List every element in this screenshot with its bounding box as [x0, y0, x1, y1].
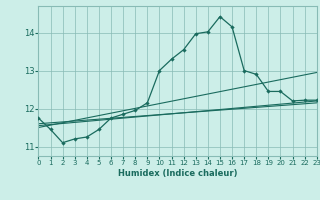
- X-axis label: Humidex (Indice chaleur): Humidex (Indice chaleur): [118, 169, 237, 178]
